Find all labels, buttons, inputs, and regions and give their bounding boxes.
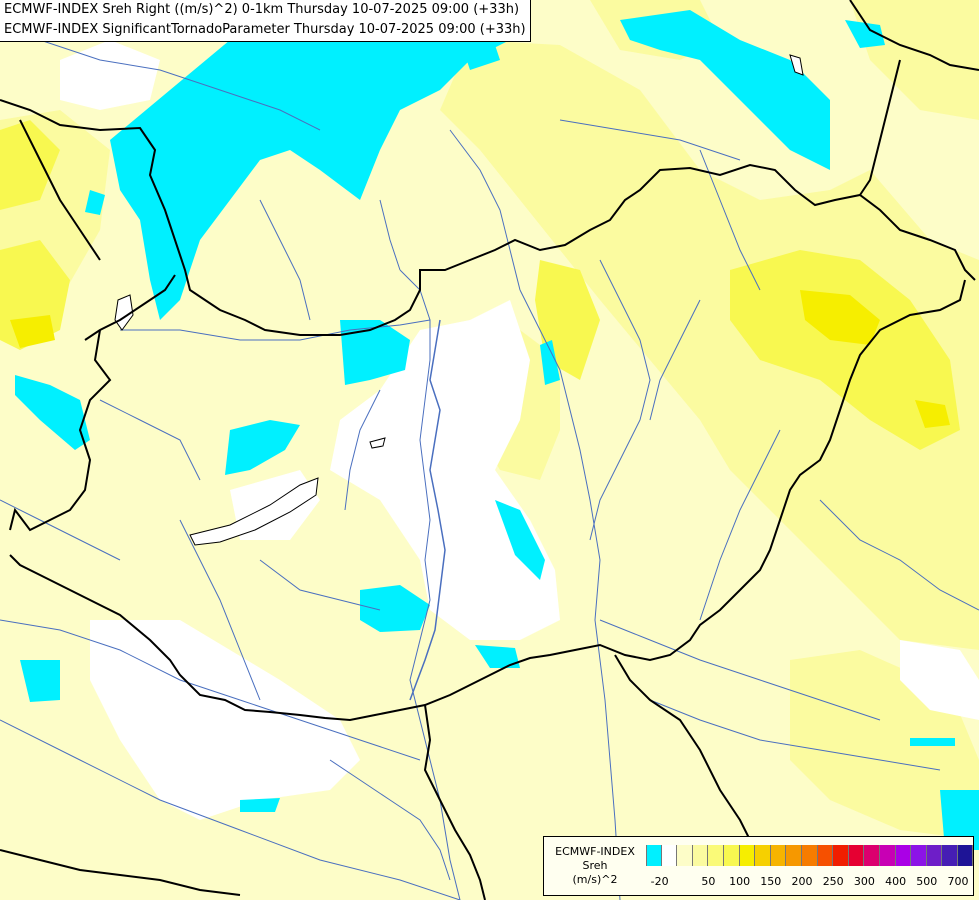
legend-swatch [879,845,896,866]
yellow-zones [0,120,960,450]
strong-yellow-zones [10,290,950,428]
legend-tick: 300 [853,875,875,888]
legend-unit: (m/s)^2 [572,873,618,886]
legend-swatch [692,845,709,866]
legend-swatch [786,845,802,866]
map-title-box: ECMWF-INDEX Sreh Right ((m/s)^2) 0-1km T… [0,0,531,42]
legend-tick: 700 [947,875,969,888]
legend-swatch [833,845,849,866]
legend-swatch [801,845,818,866]
legend-tick: 400 [885,875,907,888]
legend-swatch [864,845,880,866]
legend-tick: 50 [701,875,716,888]
legend-swatch [942,845,958,866]
danube-river [409,319,446,701]
legend-tick-labels: -20 50 100 150 200 250 300 400 500 700 [646,875,969,889]
legend-swatch [677,845,693,866]
legend-swatch [926,845,943,866]
legend-swatch [723,845,740,866]
legend-source: ECMWF-INDEX [555,845,635,858]
legend-color-bar [646,845,974,866]
legend-label: ECMWF-INDEX Sreh (m/s)^2 [548,845,642,887]
legend-swatch [848,845,865,866]
legend-tick: -20 [650,875,669,888]
title-line-1: ECMWF-INDEX Sreh Right ((m/s)^2) 0-1km T… [4,2,520,17]
legend-swatch [957,845,974,866]
legend-tick: 200 [791,875,813,888]
legend-swatch [770,845,787,866]
legend-swatch [911,845,927,866]
negative-zones [15,0,979,850]
lakes [114,54,804,546]
legend-tick: 250 [822,875,844,888]
legend-swatch [708,845,724,866]
white-zones [60,40,979,820]
color-legend: ECMWF-INDEX Sreh (m/s)^2 -20 50 100 150 200 2… [543,836,974,896]
legend-variable: Sreh [582,859,608,872]
legend-swatch [661,845,678,866]
legend-tick: 150 [760,875,782,888]
legend-swatch [646,845,662,866]
legend-tick: 100 [729,875,751,888]
rivers [0,39,979,900]
legend-swatch [739,845,756,866]
legend-swatch [895,845,912,866]
legend-swatch [755,845,771,866]
legend-swatch [817,845,834,866]
legend-tick: 500 [916,875,938,888]
title-line-2: ECMWF-INDEX SignificantTornadoParameter … [4,22,526,37]
